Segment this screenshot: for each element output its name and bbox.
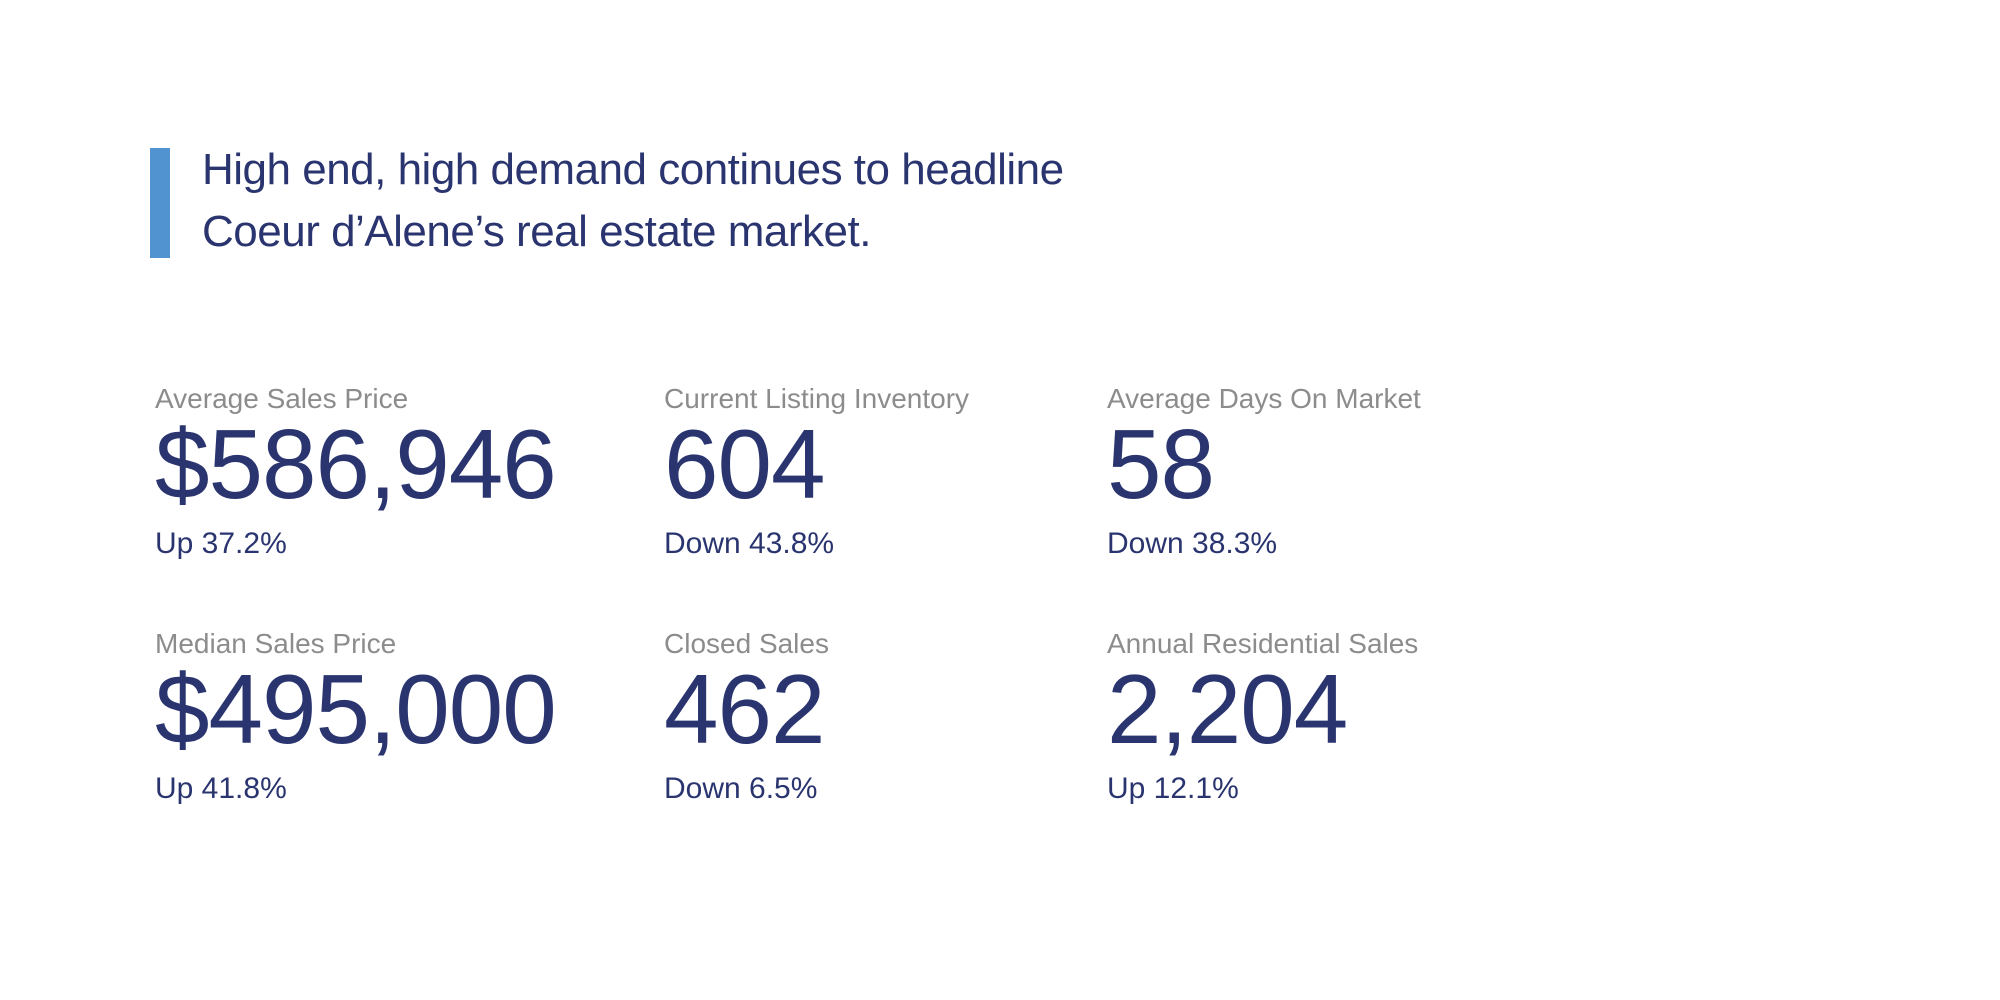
stat-value: $586,946	[155, 409, 557, 519]
stat-card-median-sales-price: Median Sales Price $495,000 Up 41.8%	[155, 630, 664, 807]
stat-card-annual-residential-sales: Annual Residential Sales 2,204 Up 12.1%	[1107, 630, 1557, 807]
stat-label: Current Listing Inventory	[664, 383, 970, 414]
stat-change: Up 12.1%	[1107, 772, 1239, 805]
headline-line-2: Coeur d’Alene’s real estate market.	[202, 207, 871, 256]
stat-value: 462	[664, 654, 826, 764]
stat-value: 604	[664, 409, 826, 519]
stat-label: Average Days On Market	[1107, 383, 1421, 414]
stat-value: 2,204	[1107, 654, 1348, 764]
stat-change: Down 43.8%	[664, 527, 835, 560]
stat-card-current-listing-inventory: Current Listing Inventory 604 Down 43.8%	[664, 385, 1107, 562]
stat-change: Up 41.8%	[155, 772, 287, 805]
stat-label: Median Sales Price	[155, 628, 397, 659]
stat-label: Average Sales Price	[155, 383, 409, 414]
stat-value: 58	[1107, 409, 1215, 519]
stat-label: Closed Sales	[664, 628, 829, 659]
headline-line-1: High end, high demand continues to headl…	[202, 145, 1064, 194]
stats-grid: Average Sales Price $586,946 Up 37.2% Cu…	[155, 385, 1557, 807]
stat-change: Up 37.2%	[155, 527, 287, 560]
stat-value: $495,000	[155, 654, 557, 764]
stat-card-average-days-on-market: Average Days On Market 58 Down 38.3%	[1107, 385, 1557, 562]
page-title: High end, high demand continues to headl…	[202, 139, 1064, 263]
headline-accent-bar	[150, 148, 170, 258]
stat-change: Down 6.5%	[664, 772, 818, 805]
stat-label: Annual Residential Sales	[1107, 628, 1419, 659]
stat-card-average-sales-price: Average Sales Price $586,946 Up 37.2%	[155, 385, 664, 562]
stat-card-closed-sales: Closed Sales 462 Down 6.5%	[664, 630, 1107, 807]
stat-change: Down 38.3%	[1107, 527, 1278, 560]
